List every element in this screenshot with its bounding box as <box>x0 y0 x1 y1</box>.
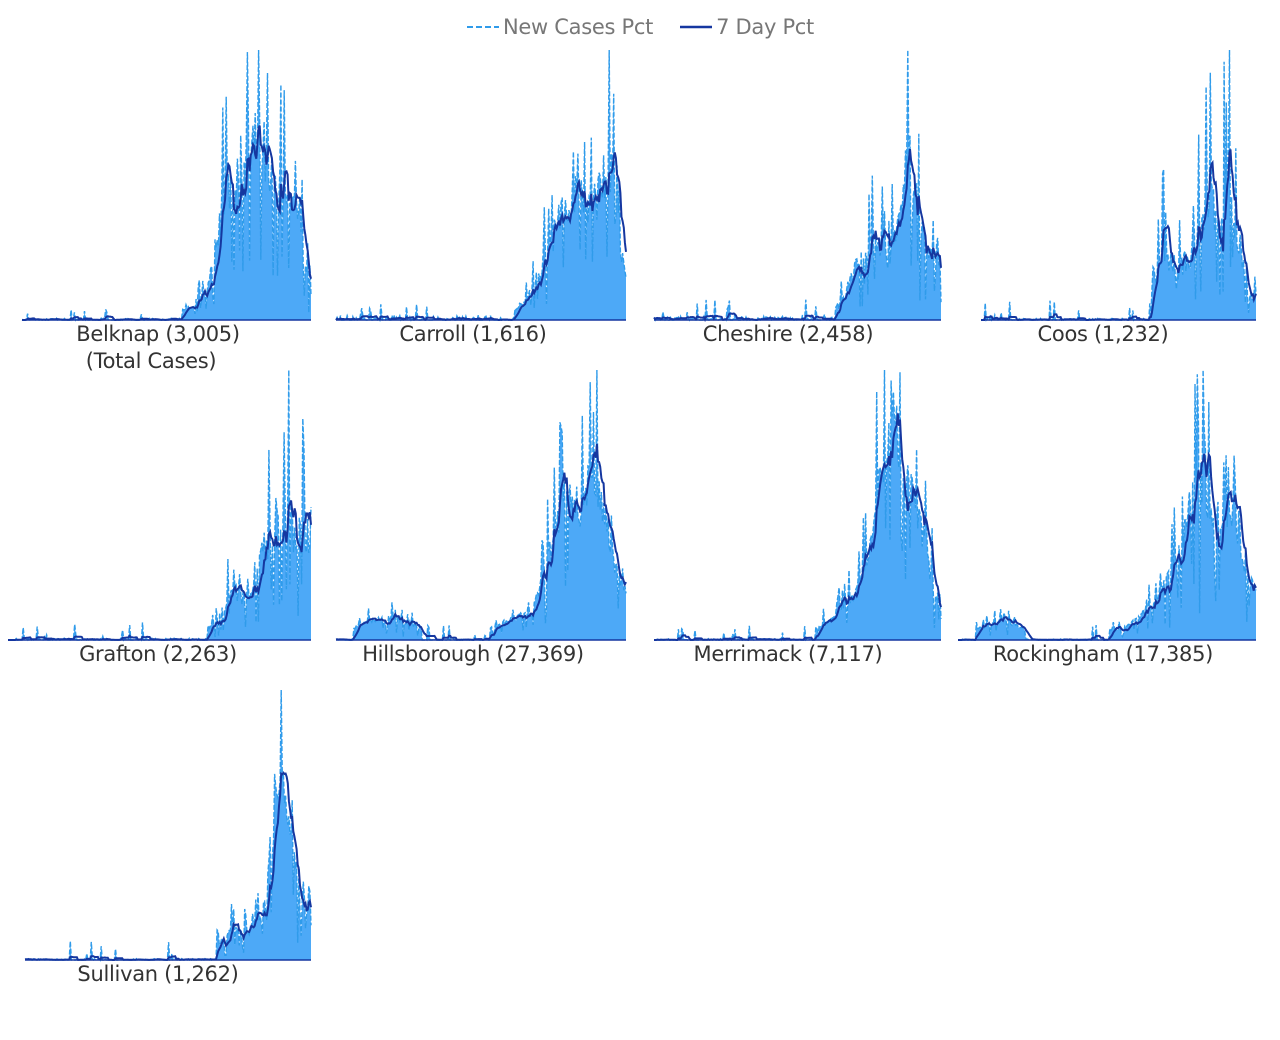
panel-label-coos: Coos (1,232) <box>1037 322 1169 346</box>
new-cases-area <box>981 50 1256 320</box>
new-cases-area <box>654 50 941 320</box>
panel-label-sullivan: Sullivan (1,262) <box>77 962 239 986</box>
chart-legend: New Cases Pct 7 Day Pct <box>0 12 1280 42</box>
dashed-line-swatch-icon <box>467 26 500 28</box>
panel-label-grafton: Grafton (2,263) <box>79 642 237 666</box>
seven-day-pct-line <box>24 771 312 962</box>
legend-item-seven-day[interactable]: 7 Day Pct <box>679 15 814 39</box>
panel-note-total-cases: (Total Cases) <box>85 349 217 373</box>
panel-label-cheshire: Cheshire (2,458) <box>702 322 874 346</box>
panel-label-carroll: Carroll (1,616) <box>399 322 547 346</box>
solid-line-swatch-icon <box>680 25 713 29</box>
panel-cheshire <box>653 49 942 323</box>
panel-sullivan <box>24 689 312 962</box>
new-cases-area <box>958 370 1256 640</box>
new-cases-area <box>654 370 941 640</box>
legend-label-seven-day: 7 Day Pct <box>716 15 814 39</box>
seven-day-pct-line <box>335 152 627 321</box>
legend-label-new-cases: New Cases Pct <box>503 15 654 39</box>
legend-item-new-cases[interactable]: New Cases Pct <box>466 15 653 39</box>
new-cases-area <box>336 50 626 320</box>
panel-grafton <box>8 369 312 642</box>
new-cases-area <box>25 690 311 960</box>
panel-rockingham <box>958 369 1257 641</box>
panel-coos <box>981 49 1257 322</box>
seven-day-pct-line <box>335 443 627 641</box>
new-cases-area <box>336 370 626 640</box>
panel-hillsborough <box>335 369 627 642</box>
new-cases-area <box>22 50 311 320</box>
panel-belknap <box>21 49 312 322</box>
panel-label-merrimack: Merrimack (7,117) <box>693 642 883 666</box>
panel-label-rockingham: Rockingham (17,385) <box>992 642 1214 666</box>
panel-label-hillsborough: Hillsborough (27,369) <box>362 642 584 666</box>
new-cases-pct-line <box>24 689 312 962</box>
panel-carroll <box>335 49 627 323</box>
panel-merrimack <box>654 369 942 642</box>
new-cases-area <box>8 370 311 640</box>
panel-label-belknap: Belknap (3,005) <box>76 322 240 346</box>
